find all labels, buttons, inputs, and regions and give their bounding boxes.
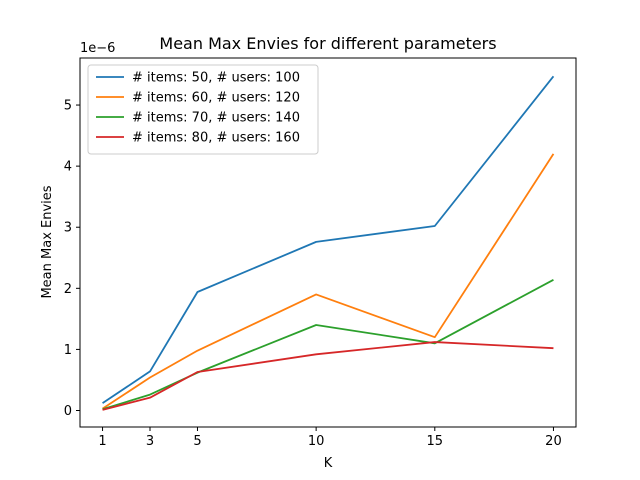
series-line-3 (102, 278, 554, 411)
x-tick-label: 15 (427, 434, 444, 449)
y-axis-ticks: 0 1 2 3 4 5 (64, 99, 80, 419)
y-tick-label: 5 (64, 99, 72, 114)
chart-title: Mean Max Envies for different parameters (159, 34, 496, 53)
x-tick-label: 10 (308, 434, 325, 449)
y-tick-label: 1 (64, 343, 72, 358)
x-tick-label: 20 (545, 434, 562, 449)
y-tick-label: 2 (64, 282, 72, 297)
y-tick-label: 3 (64, 221, 72, 236)
x-tick-label: 5 (193, 434, 201, 449)
y-tick-label: 4 (64, 160, 72, 175)
series-line-1 (102, 75, 555, 404)
x-axis-ticks: 1 3 5 10 15 20 (98, 427, 562, 449)
series-line-4 (102, 341, 554, 411)
legend: # items: 50, # users: 100 # items: 60, # … (87, 64, 319, 155)
y-axis-offset-label: 1e−6 (80, 41, 115, 56)
x-tick-label: 1 (98, 434, 106, 449)
x-tick-label: 3 (146, 434, 154, 449)
legend-entry-label: # items: 60, # users: 120 (132, 91, 300, 106)
x-axis-label: K (324, 456, 333, 471)
legend-box (87, 64, 319, 155)
legend-entry-label: # items: 50, # users: 100 (132, 71, 300, 86)
legend-entry-label: # items: 70, # users: 140 (132, 111, 300, 126)
series-layer (102, 75, 555, 411)
y-axis-label: Mean Max Envies (40, 185, 55, 298)
y-tick-label: 0 (64, 404, 72, 419)
plot-frame (79, 57, 577, 428)
legend-entry-label: # items: 80, # users: 160 (132, 131, 300, 146)
series-line-2 (102, 153, 555, 410)
